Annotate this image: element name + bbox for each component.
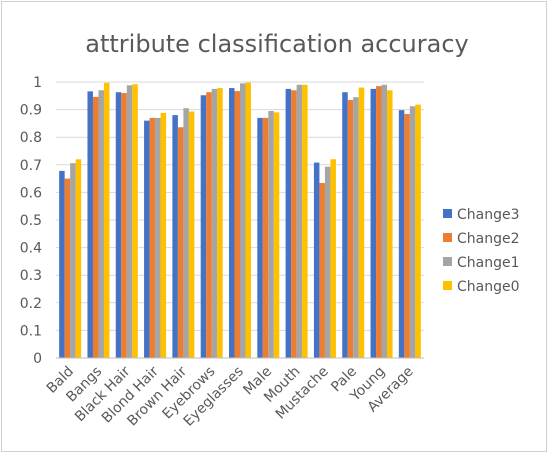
y-tick-label: 0.3 [20,268,42,284]
bar-change0 [217,88,223,359]
bar-change2 [149,117,156,358]
bar-change2 [92,96,99,359]
bar-change3 [115,92,122,358]
bar-change3 [313,162,320,358]
bar-change1 [126,85,133,358]
bar-change1 [353,97,359,359]
bar-change0 [415,104,421,359]
y-tick-label: 0.2 [20,296,42,312]
bar-change2 [262,117,269,358]
legend-swatch [443,233,452,242]
legend-swatch [443,209,452,218]
legend: Change3 Change2 Change1 Change0 [443,207,520,295]
bar-change3 [59,170,65,358]
chart-title: attribute classification accuracy [85,30,468,58]
bar-change1 [268,110,274,358]
y-tick-label: 1 [33,75,42,91]
bar-change1 [240,83,246,358]
bar-change0 [387,90,393,358]
bar-change3 [257,117,263,358]
bar-change0 [330,159,336,358]
bar-change1 [211,88,218,359]
bar-change1 [183,108,189,358]
y-tick-label: 0.5 [20,213,42,229]
legend-label: Change3 [457,207,520,223]
bar-change0 [103,82,110,358]
bar-change1 [296,84,303,358]
y-tick-label: 0.6 [20,185,42,201]
bar-change3 [87,91,93,358]
bar-change2 [234,91,240,358]
bar-change1 [98,90,104,358]
legend-label: Change0 [457,279,520,295]
bar-change0 [302,84,308,358]
bar-change2 [121,93,127,358]
bar-change3 [398,110,405,358]
bar-change1 [155,117,161,358]
bar-change2 [376,86,382,358]
y-tick-label: 0.8 [20,130,42,146]
bar-change3 [285,88,292,359]
y-tick-label: 0.7 [20,158,42,174]
bar-change2 [291,90,297,358]
bars-layer [59,82,421,359]
bar-change3 [172,115,178,359]
y-tick-label: 0.4 [20,241,42,257]
legend-swatch [443,281,452,290]
bar-change0 [245,82,251,358]
bar-change0 [160,112,167,358]
legend-swatch [443,257,452,266]
legend-label: Change2 [457,231,520,247]
bar-change1 [70,163,76,358]
bar-change0 [75,159,82,358]
bar-change2 [404,114,410,359]
bar-change3 [342,92,348,358]
bar-change2 [64,178,71,358]
bar-change3 [370,88,377,359]
bar-change1 [324,166,331,358]
bar-change0 [273,112,280,358]
bar-change2 [177,127,184,358]
bar-change3 [144,120,150,358]
legend-label: Change1 [457,255,520,271]
bar-change0 [132,84,138,358]
bar-change3 [200,95,207,359]
bar-change2 [319,183,325,358]
bar-change1 [381,84,388,358]
bar-change2 [347,99,354,358]
bar-change2 [206,92,212,358]
bar-change1 [409,106,416,359]
y-tick-label: 0 [33,351,42,367]
y-tick-label: 0.1 [20,323,42,339]
bar-change3 [229,88,235,359]
y-tick-label: 0.9 [20,103,42,119]
bar-change0 [358,87,365,359]
bar-change0 [188,111,195,358]
